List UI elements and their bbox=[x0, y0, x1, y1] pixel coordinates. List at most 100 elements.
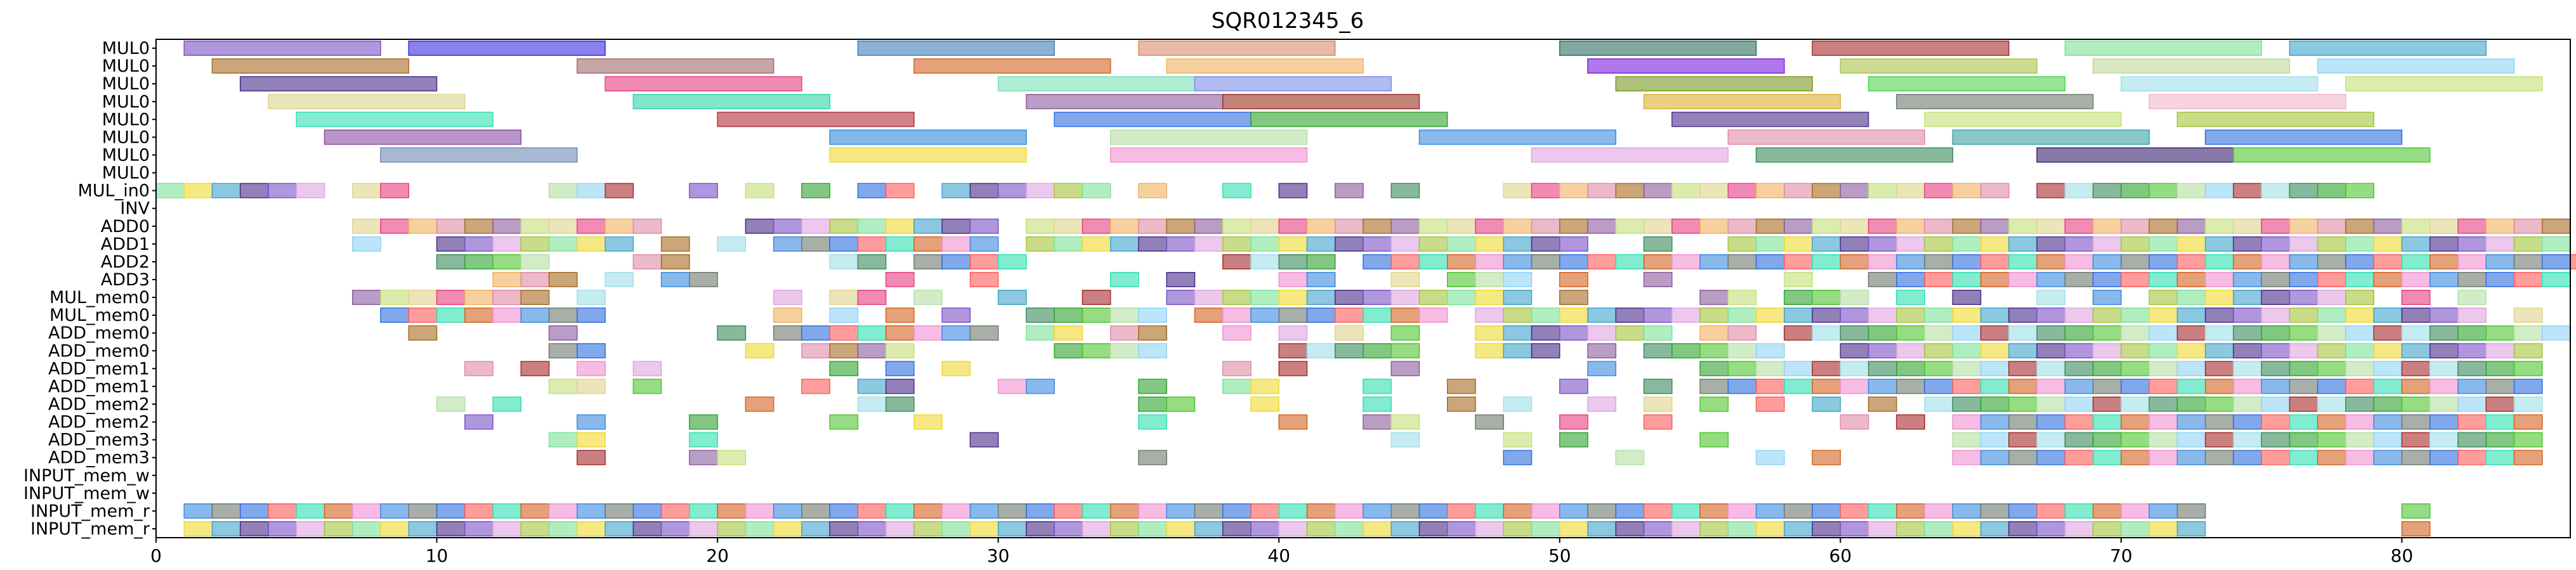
task-bar bbox=[1615, 521, 1645, 536]
task-bar bbox=[1250, 218, 1279, 234]
task-bar bbox=[1082, 308, 1111, 323]
task-bar bbox=[1587, 308, 1617, 323]
task-bar bbox=[1306, 308, 1336, 323]
task-bar bbox=[2148, 308, 2178, 323]
task-bar bbox=[2429, 271, 2459, 287]
task-bar bbox=[1699, 254, 1729, 269]
task-bar bbox=[577, 503, 606, 519]
task-bar bbox=[1699, 325, 1729, 341]
task-bar bbox=[2457, 343, 2487, 359]
task-bar bbox=[1418, 308, 1448, 323]
task-bar bbox=[969, 325, 999, 341]
task-bar bbox=[2036, 147, 2234, 163]
task-bar bbox=[801, 521, 830, 536]
task-bar bbox=[577, 521, 606, 536]
task-bar bbox=[1503, 396, 1533, 412]
task-bar bbox=[268, 183, 297, 198]
task-bar bbox=[1278, 183, 1308, 198]
x-tick-label: 60 bbox=[1829, 545, 1852, 566]
task-bar bbox=[1980, 183, 2010, 198]
task-bar bbox=[2289, 41, 2487, 56]
task-bar bbox=[997, 290, 1027, 306]
task-bar bbox=[1250, 521, 1279, 536]
task-bar bbox=[1952, 379, 1982, 394]
task-bar bbox=[2233, 361, 2262, 377]
row-label: MUL0 bbox=[102, 145, 150, 165]
task-bar bbox=[1138, 379, 1167, 394]
task-bar bbox=[2064, 236, 2094, 252]
task-bar bbox=[1587, 503, 1617, 519]
task-bar bbox=[689, 450, 718, 465]
task-bar bbox=[1334, 183, 1364, 198]
task-bar bbox=[857, 503, 887, 519]
task-bar bbox=[2289, 361, 2318, 377]
task-bar bbox=[520, 521, 550, 536]
task-bar bbox=[1867, 379, 1897, 394]
task-bar bbox=[2008, 236, 2037, 252]
task-bar bbox=[1363, 521, 1392, 536]
task-bar bbox=[660, 236, 690, 252]
task-bar bbox=[548, 308, 578, 323]
task-bar bbox=[1699, 432, 1729, 448]
task-bar bbox=[1390, 218, 1420, 234]
task-bar bbox=[1222, 521, 1252, 536]
task-bar bbox=[2121, 432, 2150, 448]
task-bar bbox=[2121, 414, 2150, 430]
task-bar bbox=[436, 290, 466, 306]
task-bar bbox=[1334, 325, 1364, 341]
task-bar bbox=[2289, 236, 2318, 252]
task-bar bbox=[1222, 236, 1252, 252]
task-bar bbox=[2289, 396, 2318, 412]
task-bar bbox=[240, 183, 269, 198]
task-bar bbox=[1503, 503, 1533, 519]
task-bar bbox=[577, 432, 606, 448]
task-bar bbox=[632, 379, 662, 394]
task-bar bbox=[1138, 183, 1167, 198]
task-bar bbox=[829, 236, 859, 252]
task-bar bbox=[1363, 236, 1392, 252]
task-bar bbox=[2148, 379, 2178, 394]
task-bar bbox=[997, 503, 1027, 519]
task-bar bbox=[1138, 218, 1167, 234]
task-bar bbox=[1784, 254, 1813, 269]
task-bar bbox=[801, 218, 830, 234]
task-bar bbox=[1166, 271, 1196, 287]
task-bar bbox=[1784, 218, 1813, 234]
task-bar bbox=[801, 379, 830, 394]
task-bar bbox=[1867, 325, 1897, 341]
task-bar bbox=[2261, 308, 2291, 323]
task-bar bbox=[969, 432, 999, 448]
task-bar bbox=[2345, 432, 2374, 448]
task-bar bbox=[2289, 450, 2318, 465]
task-bar bbox=[2148, 290, 2178, 306]
task-bar bbox=[1643, 236, 1673, 252]
task-bar bbox=[2121, 396, 2150, 412]
task-bar bbox=[520, 218, 550, 234]
row-label: MUL0 bbox=[102, 56, 150, 76]
task-bar bbox=[2176, 361, 2206, 377]
task-bar bbox=[829, 361, 859, 377]
task-bar bbox=[2008, 218, 2037, 234]
task-bar bbox=[1138, 521, 1167, 536]
task-bar bbox=[548, 432, 578, 448]
x-tick-label: 30 bbox=[987, 545, 1010, 566]
task-bar bbox=[2064, 379, 2094, 394]
task-bar bbox=[2233, 432, 2262, 448]
task-bar bbox=[2401, 361, 2431, 377]
task-bar bbox=[1026, 503, 1055, 519]
task-bar bbox=[1784, 521, 1813, 536]
task-bar bbox=[1447, 254, 1476, 269]
task-bar bbox=[1306, 218, 1336, 234]
task-bar bbox=[1559, 414, 1588, 430]
x-axis: 0 10 20 30 40 50 60 70 80 bbox=[150, 538, 2413, 566]
task-bar bbox=[2345, 414, 2374, 430]
task-bar bbox=[2148, 361, 2178, 377]
task-bar bbox=[913, 290, 943, 306]
task-bar bbox=[1867, 308, 1897, 323]
task-bar bbox=[1867, 254, 1897, 269]
task-bar bbox=[1166, 521, 1196, 536]
row-label: INPUT_mem_w bbox=[23, 466, 150, 486]
task-bar bbox=[1531, 147, 1729, 163]
task-bar bbox=[2121, 183, 2150, 198]
